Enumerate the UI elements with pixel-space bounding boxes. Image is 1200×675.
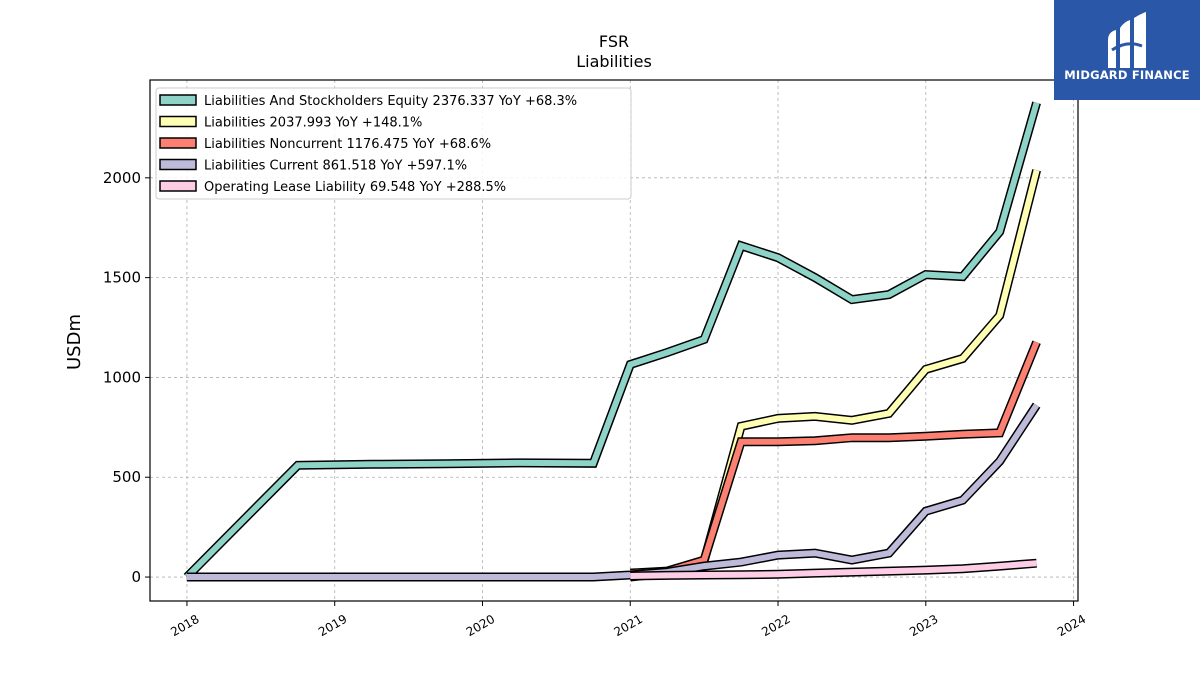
legend-entry: Operating Lease Liability 69.548 YoY +28… (204, 180, 506, 195)
legend-swatch (159, 158, 197, 171)
series-line-liabilities (629, 169, 1040, 580)
series-outline-liabilities-noncurrent (630, 340, 1041, 578)
series-line-liabilities-noncurrent (630, 341, 1040, 577)
y-tick-label: 500 (112, 468, 141, 486)
legend-swatch (159, 115, 197, 128)
series-line-liabilities-current (186, 403, 1040, 580)
x-tick-label: 2022 (759, 612, 792, 639)
legend-swatch (159, 137, 197, 149)
brand-name: MIDGARD FINANCE (1064, 68, 1190, 82)
legend-swatch (159, 180, 197, 192)
chart-title: FSR (599, 32, 629, 51)
series-line-operating-lease-liability (630, 560, 1037, 579)
x-tick-label: 2021 (612, 612, 645, 639)
legend-swatch (159, 94, 197, 106)
brand-mark-icon (1108, 12, 1146, 68)
series-outline-liabilities (629, 169, 1041, 582)
chart-subtitle: Liabilities (576, 52, 652, 71)
x-tick-label: 2019 (316, 612, 349, 639)
x-tick-label: 2020 (464, 612, 497, 639)
legend-entry: Liabilities Current 861.518 YoY +597.1% (204, 159, 467, 174)
y-tick-label: 0 (131, 568, 141, 586)
legend: Liabilities And Stockholders Equity 2376… (155, 87, 632, 200)
plot-frame (149, 79, 1079, 602)
legend-entry: Liabilities 2037.993 YoY +148.1% (204, 116, 422, 131)
legend-box (155, 87, 632, 200)
series-lines (183, 101, 1041, 582)
x-tick-label: 2024 (1055, 612, 1088, 639)
x-tick-label: 2023 (907, 612, 940, 639)
legend-entry: Liabilities And Stockholders Equity 2376… (204, 94, 577, 109)
series-outline-liabilities-current (186, 402, 1041, 582)
x-tick-label: 2018 (168, 612, 201, 639)
y-tick-label: 2000 (103, 169, 141, 187)
series-line-liabilities-and-stockholders-equity (184, 101, 1040, 580)
y-tick-label: 1500 (103, 269, 141, 287)
y-tick-label: 1000 (103, 368, 141, 386)
legend-entry: Liabilities Noncurrent 1176.475 YoY +68.… (204, 137, 491, 152)
y-axis-label: USDm (64, 314, 85, 370)
brand-logo: MIDGARD FINANCE (1054, 0, 1200, 100)
